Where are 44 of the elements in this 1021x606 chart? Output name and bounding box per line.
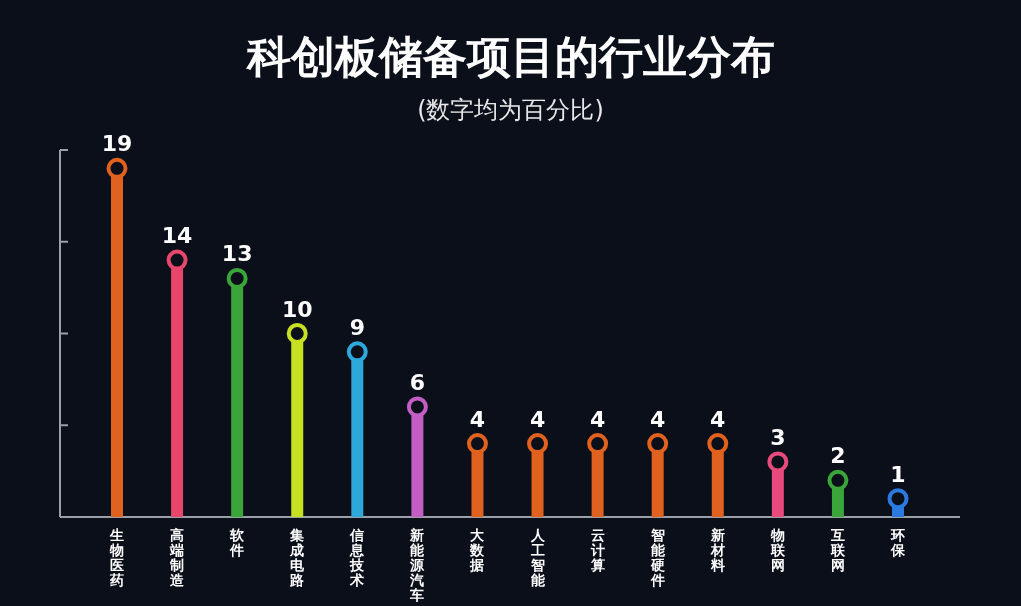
- x-tick-label: 大数据: [469, 527, 486, 573]
- point: [827, 469, 849, 491]
- chart-title: 科创板储备项目的行业分布: [245, 31, 775, 82]
- point: [226, 267, 248, 289]
- x-tick-label: 高端制造: [169, 527, 186, 588]
- x-tick-label: 信息技术: [349, 527, 366, 588]
- data-label: 1: [890, 461, 906, 487]
- x-tick-label: 智能硬件: [649, 527, 666, 588]
- data-label: 19: [101, 131, 133, 157]
- data-label: 4: [529, 406, 546, 432]
- point: [647, 433, 669, 455]
- point: [887, 488, 909, 510]
- x-tick-label: 集成电路: [289, 527, 306, 588]
- data-label: 2: [830, 443, 846, 469]
- point: [466, 433, 488, 455]
- point: [707, 433, 729, 455]
- point: [346, 341, 368, 363]
- x-tick-label: 软件: [229, 527, 246, 558]
- x-tick-label: 新能源汽车: [409, 527, 426, 603]
- x-tick-label: 新材料: [709, 527, 725, 573]
- data-label: 4: [650, 406, 666, 432]
- data-label: 4: [710, 406, 726, 432]
- point: [106, 157, 128, 179]
- x-tick-label: 环保: [890, 527, 906, 558]
- point: [527, 433, 549, 455]
- data-label: 9: [349, 314, 365, 340]
- data-label: 4: [589, 406, 606, 432]
- data-label: 14: [161, 223, 193, 249]
- x-tick-label: 生物医药: [109, 527, 124, 588]
- point: [587, 433, 609, 455]
- data-label: 6: [409, 369, 426, 395]
- x-tick-label: 互联网: [829, 527, 846, 573]
- x-tick-label: 人工智能: [529, 527, 546, 588]
- data-label: 13: [221, 241, 253, 267]
- point: [406, 396, 428, 418]
- x-tick-label: 物联网: [769, 527, 786, 573]
- data-label: 4: [469, 406, 486, 432]
- chart-subtitle: (数字均为百分比): [417, 96, 604, 124]
- data-label: 10: [281, 296, 313, 322]
- point: [286, 323, 308, 344]
- point: [166, 249, 188, 271]
- data-label: 3: [770, 424, 786, 450]
- x-tick-label: 云计算: [589, 527, 605, 573]
- point: [767, 451, 789, 473]
